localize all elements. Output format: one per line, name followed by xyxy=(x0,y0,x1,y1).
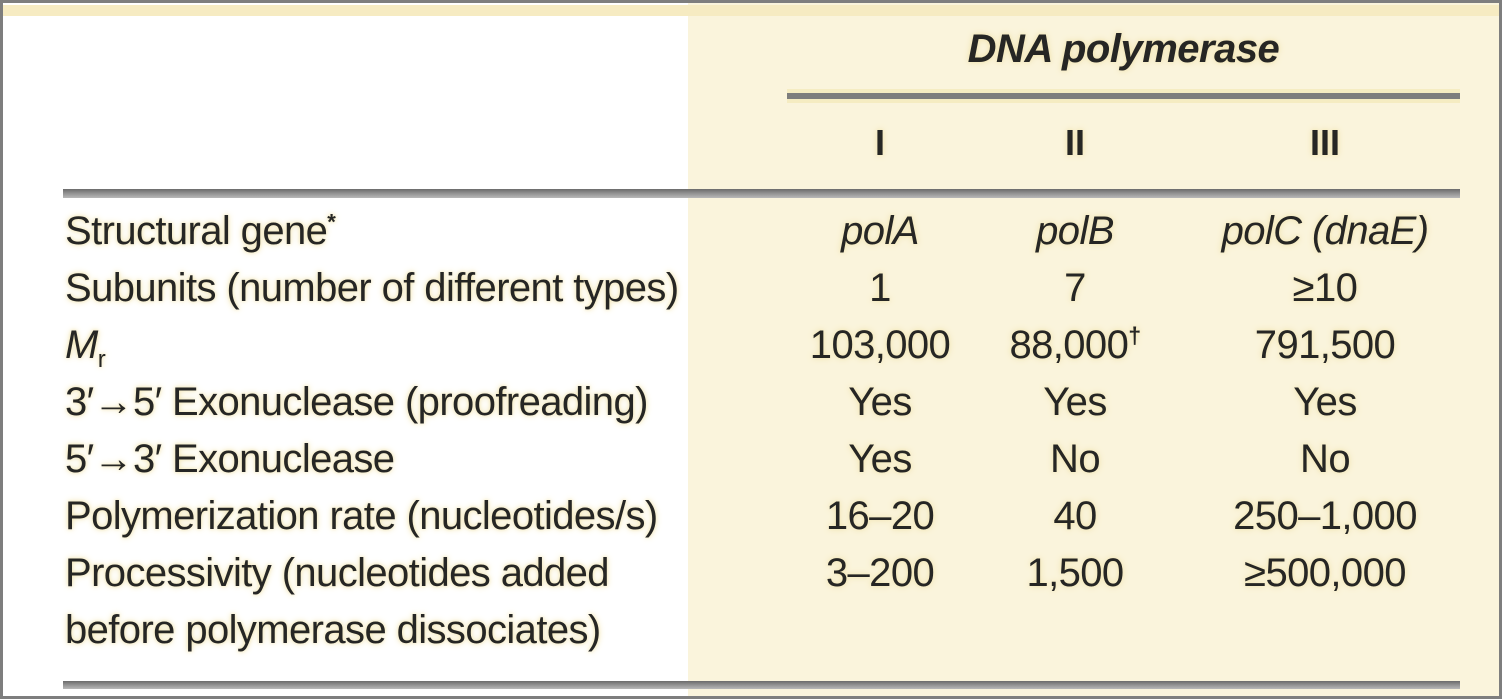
cell-rate-pol-ii: 40 xyxy=(1053,494,1097,538)
cell-mr-pol-iii: 791,500 xyxy=(1254,323,1396,367)
row-label: Polymerization rate (nucleotides/s) xyxy=(65,494,658,538)
table-row-subunits: Subunits (number of different types) 1 7… xyxy=(3,260,1499,317)
cell-subunits-pol-i: 1 xyxy=(869,266,891,310)
table-title: DNA polymerase xyxy=(967,27,1280,71)
cell-mr-pol-i: 103,000 xyxy=(809,323,951,367)
bottom-rule xyxy=(63,681,1460,689)
table-row-5to3-exonuclease: 5′→3′ Exonuclease Yes No No xyxy=(3,431,1499,488)
cell-3to5-pol-iii: Yes xyxy=(1293,380,1357,424)
dagger-footnote-marker: † xyxy=(1128,322,1141,349)
row-label: Processivity (nucleotides added xyxy=(65,551,610,595)
cell-3to5-pol-ii: Yes xyxy=(1043,380,1107,424)
header-body-separator-rule xyxy=(63,189,1460,198)
row-label: 3′→5′ Exonuclease (proofreading) xyxy=(65,380,648,424)
cell-3to5-pol-i: Yes xyxy=(848,380,912,424)
cell-gene-pol-iii: polC (dnaE) xyxy=(1221,209,1429,253)
row-label: Subunits (number of different types) xyxy=(65,266,679,310)
cell-gene-pol-i: polA xyxy=(841,209,919,253)
asterisk-footnote-marker: * xyxy=(327,209,336,235)
column-header-pol-ii: II xyxy=(1064,122,1085,163)
table-row-molecular-weight: Mr 103,000 88,000† 791,500 xyxy=(3,317,1499,374)
table-row-structural-gene: Structural gene* polA polB polC (dnaE) xyxy=(3,203,1499,260)
cell-rate-pol-iii: 250–1,000 xyxy=(1233,494,1417,538)
column-header-pol-iii: III xyxy=(1309,122,1340,163)
column-header-row: I II III xyxy=(785,119,1475,167)
table-row-processivity: Processivity (nucleotides added 3–200 1,… xyxy=(3,545,1499,602)
mr-subscript: r xyxy=(97,346,106,373)
cell-5to3-pol-iii: No xyxy=(1300,437,1351,481)
cell-rate-pol-i: 16–20 xyxy=(825,494,935,538)
cell-subunits-pol-iii: ≥10 xyxy=(1292,266,1358,310)
row-label-continuation: before polymerase dissociates) xyxy=(65,608,601,652)
cell-processivity-pol-iii: ≥500,000 xyxy=(1244,551,1406,595)
cell-gene-pol-ii: polB xyxy=(1036,209,1114,253)
row-label: Structural gene* xyxy=(65,209,336,253)
top-accent-strip xyxy=(3,5,1499,16)
cell-subunits-pol-ii: 7 xyxy=(1064,266,1086,310)
cell-processivity-pol-i: 3–200 xyxy=(825,551,935,595)
table-row-processivity-continuation: before polymerase dissociates) xyxy=(3,602,1499,659)
table-row-polymerization-rate: Polymerization rate (nucleotides/s) 16–2… xyxy=(3,488,1499,545)
column-header-pol-i: I xyxy=(874,122,885,163)
cell-5to3-pol-i: Yes xyxy=(848,437,912,481)
table-row-3to5-exonuclease: 3′→5′ Exonuclease (proofreading) Yes Yes… xyxy=(3,374,1499,431)
cell-mr-pol-ii: 88,000† xyxy=(1009,322,1141,367)
cell-processivity-pol-ii: 1,500 xyxy=(1026,551,1124,595)
row-label: Mr xyxy=(65,323,106,373)
table-body: Structural gene* polA polB polC (dnaE) S… xyxy=(3,203,1499,659)
row-label: 5′→3′ Exonuclease xyxy=(65,437,395,481)
highlight-panel xyxy=(688,3,1499,696)
title-underline-rule xyxy=(787,89,1460,103)
cell-5to3-pol-ii: No xyxy=(1050,437,1101,481)
